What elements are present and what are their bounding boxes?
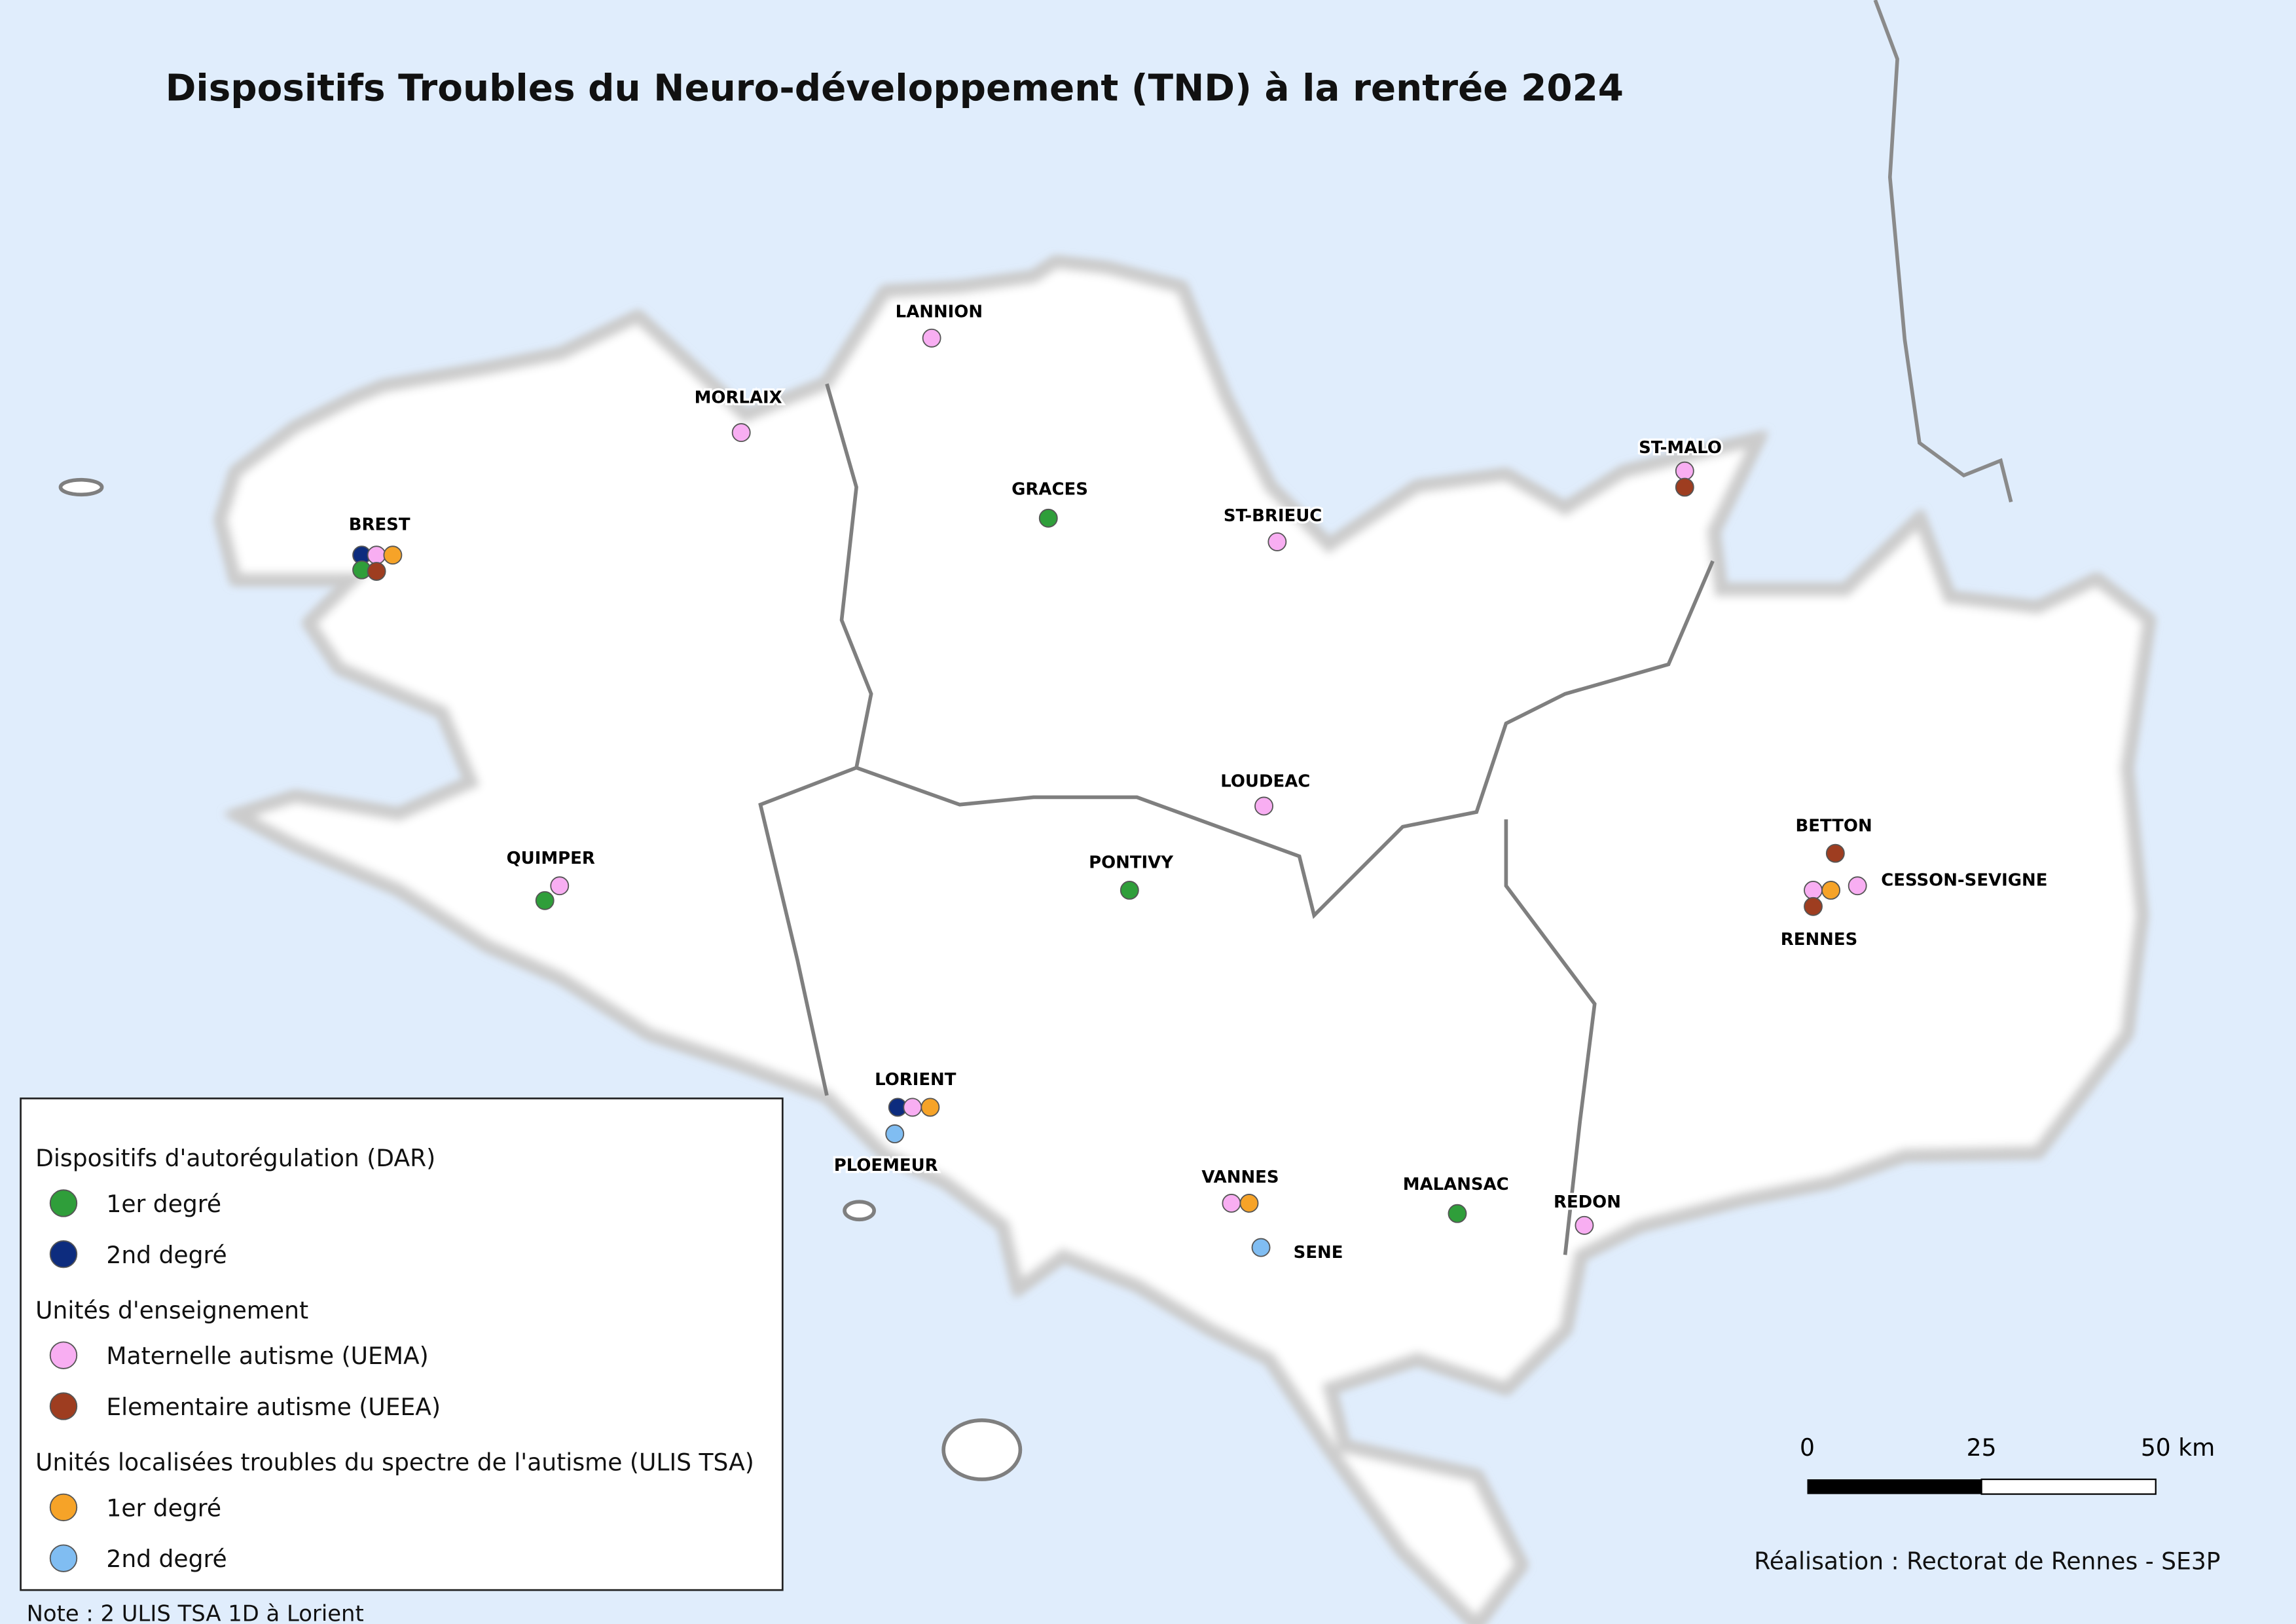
place-label: CESSON-SEVIGNE <box>1881 871 2047 891</box>
place-label: PONTIVY <box>1089 853 1174 873</box>
places: LANNION MORLAIX GRACES ST-BRIEUC ST-MALO BRES… <box>346 300 2050 1264</box>
marker <box>1120 881 1139 900</box>
marker <box>1675 461 1694 481</box>
marker <box>1575 1215 1594 1235</box>
department-borders <box>758 383 1715 1255</box>
place-label: ST-MALO <box>1639 438 1722 458</box>
place-label: LOUDEAC <box>1220 772 1310 792</box>
land <box>58 256 2155 1624</box>
marker <box>885 1124 905 1143</box>
marker <box>367 562 386 581</box>
scale-segment <box>1980 1478 2157 1495</box>
place-label: SENE <box>1294 1243 1343 1263</box>
place-label: QUIMPER <box>507 849 595 868</box>
legend-label: Maternelle autisme (UEMA) <box>106 1342 428 1370</box>
note: Note : 2 ULIS TSA 1D à Lorient <box>27 1600 364 1624</box>
marker <box>1251 1238 1271 1257</box>
legend-group-title: Dispositifs d'autorégulation (DAR) <box>35 1145 435 1172</box>
marker <box>903 1098 922 1117</box>
scale-bar: 0 25 50 km <box>1800 1434 2215 1495</box>
map-title: Dispositifs Troubles du Neuro-développem… <box>166 67 1624 109</box>
place-label: PLOEMEUR <box>834 1156 938 1175</box>
marker <box>922 328 941 348</box>
legend-swatch <box>49 1544 78 1572</box>
place-label: LORIENT <box>875 1070 957 1090</box>
legend-swatch <box>49 1240 78 1268</box>
place-label: LANNION <box>896 303 983 322</box>
scale-label: 50 km <box>2141 1434 2215 1462</box>
place-label: BREST <box>349 515 410 534</box>
legend-swatch <box>49 1189 78 1217</box>
scale-label: 25 <box>1967 1434 1997 1462</box>
place-label: REDON <box>1554 1192 1621 1212</box>
marker <box>367 545 386 565</box>
place-label: MORLAIX <box>695 388 782 407</box>
marker <box>1821 881 1841 900</box>
legend-box <box>20 1098 784 1591</box>
legend-swatch <box>49 1341 78 1369</box>
place-label: ST-BRIEUC <box>1224 506 1322 526</box>
scale-segment <box>1807 1479 1982 1494</box>
place-label: BETTON <box>1796 816 1872 836</box>
legend-label: Elementaire autisme (UEEA) <box>106 1393 441 1421</box>
scale-label: 0 <box>1800 1434 1815 1462</box>
legend-group-title: Unités localisées troubles du spectre de… <box>35 1449 754 1477</box>
marker <box>1848 876 1867 896</box>
marker <box>1675 477 1694 497</box>
legend-label: 1er degré <box>106 1190 221 1218</box>
legend-label: 2nd degré <box>106 1545 227 1573</box>
marker <box>1038 508 1058 528</box>
legend-label: 1er degré <box>106 1494 221 1522</box>
marker <box>1825 843 1845 863</box>
marker <box>731 423 751 443</box>
normandy-coast <box>1873 0 2013 503</box>
legend-label: 2nd degré <box>106 1242 227 1269</box>
marker <box>1239 1194 1259 1213</box>
marker <box>535 891 555 910</box>
place-label: MALANSAC <box>1403 1175 1509 1194</box>
place-label: RENNES <box>1781 930 1857 950</box>
marker <box>920 1098 940 1117</box>
marker <box>1804 896 1823 916</box>
legend: Dispositifs d'autorégulation (DAR) 1er de… <box>20 1098 784 1591</box>
legend-swatch <box>49 1493 78 1522</box>
marker <box>383 545 403 565</box>
marker <box>1267 532 1287 551</box>
place-label: GRACES <box>1011 479 1088 499</box>
marker <box>550 876 570 896</box>
marker <box>1804 881 1823 900</box>
marker <box>1448 1204 1467 1223</box>
legend-group-title: Unités d'enseignement <box>35 1297 308 1324</box>
marker <box>1222 1194 1241 1213</box>
marker <box>1254 796 1273 816</box>
legend-swatch <box>49 1392 78 1420</box>
credit: Réalisation : Rectorat de Rennes - SE3P <box>1754 1548 2220 1576</box>
place-label: VANNES <box>1201 1168 1279 1187</box>
